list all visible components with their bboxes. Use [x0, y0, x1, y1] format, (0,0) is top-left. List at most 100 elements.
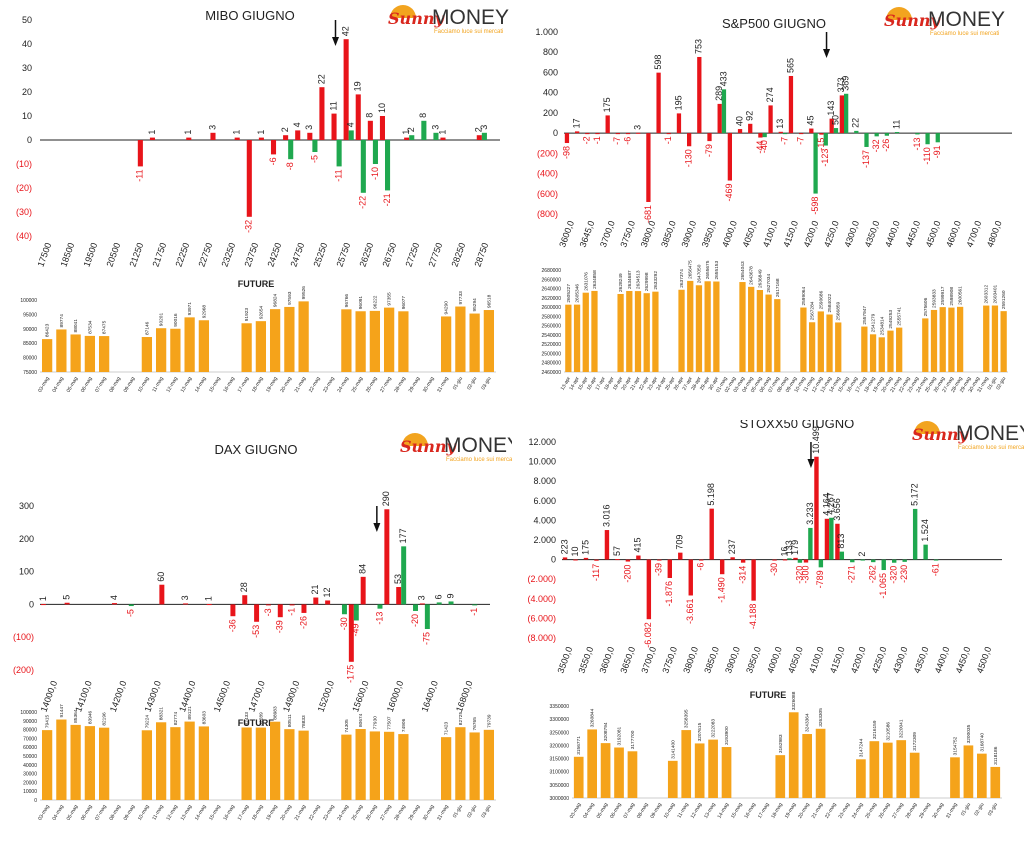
mibo-future-value: 93971	[187, 302, 193, 316]
mibo-data-label: 2	[406, 127, 416, 132]
stoxx-data-label: 133	[784, 540, 794, 555]
dax-y-tick: 0	[29, 599, 34, 609]
sp500-future-bar	[835, 322, 842, 372]
mibo-bar-call	[186, 137, 192, 140]
sp500-x-tick: 4450,0	[903, 219, 922, 248]
stoxx-bar-put	[912, 508, 918, 560]
mibo-bar-call	[355, 94, 361, 140]
stoxx-y-tick: (4.000)	[527, 594, 556, 604]
sp500-bar-call	[686, 133, 692, 147]
stoxx-x-tick: 4200,0	[849, 645, 868, 674]
sp500-data-label: -15	[816, 138, 826, 151]
dax-future-bar	[170, 727, 181, 800]
stoxx-future-value: 3258395	[684, 709, 690, 728]
sp500-future-bar	[956, 306, 964, 372]
mibo-data-label: 19	[353, 81, 363, 91]
stoxx-data-label: -4.188	[748, 604, 758, 630]
stoxx-x-tick: 4500,0	[975, 645, 994, 674]
mibo-future-title: FUTURE	[238, 279, 275, 289]
stoxx-data-label: 16	[779, 546, 789, 556]
sp500-future-value: 2636849	[757, 269, 763, 288]
stoxx-data-label: -6.082	[643, 622, 653, 648]
mibo-future-value: 87534	[87, 320, 93, 334]
stoxx-bar-call	[814, 456, 819, 560]
dax-future-date: 24-mag	[336, 804, 350, 822]
mibo-bar-put	[433, 132, 439, 140]
stoxx-future-value: 3162983	[778, 734, 784, 753]
sp500-future-value: 2534814	[879, 316, 885, 335]
stoxx-future-value: 3220041	[899, 719, 905, 738]
mibo-bar-call	[379, 116, 385, 140]
mibo-data-label: 1	[256, 130, 266, 135]
mibo-future-bar	[269, 309, 281, 372]
stoxx-y-tick: (2.000)	[527, 574, 556, 584]
sp500-data-label: -1	[663, 136, 673, 144]
mibo-future-date: 08-mag	[108, 376, 122, 394]
mibo-data-label: -22	[358, 196, 368, 209]
mibo-data-label: -10	[370, 167, 380, 180]
sp500-bar-call	[788, 75, 794, 134]
mibo-bar-call	[258, 137, 264, 140]
dax-data-label: 3	[417, 595, 427, 600]
stoxx-data-label: 4.267	[826, 492, 836, 515]
dax-bar-put	[353, 604, 359, 621]
stoxx-future-value: 3156771	[576, 736, 582, 755]
sp500-data-label: 565	[785, 58, 795, 73]
stoxx-bar-put	[871, 559, 876, 563]
sp500-future-bar	[756, 290, 764, 372]
dax-future-bar	[383, 731, 395, 800]
stoxx-bar-put	[808, 527, 813, 560]
mibo-data-label: -11	[135, 169, 145, 181]
dax-future-bar	[84, 726, 96, 800]
sp500-bar-put	[894, 131, 900, 134]
sp500-future-value: 2643678	[749, 266, 755, 285]
sp500-future-bar	[939, 307, 946, 372]
sp500-bar-put	[813, 133, 818, 194]
dax-x-tick: 14700,0	[246, 679, 267, 713]
sp500-x-tick: 4100,0	[761, 219, 780, 248]
stoxx-x-tick: 4450,0	[954, 645, 973, 674]
mibo-data-label: -32	[244, 220, 254, 233]
sp500-x-tick: 4000,0	[720, 219, 739, 248]
stoxx-future-date: 28-mag	[905, 802, 919, 820]
sp500-future-value: 2656475	[688, 260, 694, 279]
sp500-data-label: -79	[704, 144, 714, 157]
mibo-future-date: 05-mag	[66, 376, 80, 394]
dax-future-date: 30-mag	[422, 804, 436, 822]
mibo-future-date: 24-mag	[336, 376, 350, 394]
stoxx-bar-put	[860, 559, 865, 561]
sp500-future-value: 2634513	[636, 270, 642, 289]
stoxx-future-y-tick: 3350000	[550, 704, 570, 710]
mibo-y-tick: 20	[22, 87, 32, 97]
dax-future-date: 16-mag	[222, 804, 236, 822]
mibo-future-bar	[155, 328, 167, 372]
stoxx-x-tick: 4000,0	[765, 645, 784, 674]
sp500-bar-put	[935, 133, 940, 143]
mibo-data-label: 2	[474, 127, 484, 132]
dax-future-bar	[298, 730, 309, 800]
mibo-future-y-tick: 100000	[20, 298, 37, 304]
sp500-data-label: -13	[912, 137, 922, 150]
mibo-future-date: 06-mag	[80, 376, 94, 394]
mibo-data-label: 3	[207, 125, 217, 130]
stoxx-data-label: -314	[738, 566, 748, 584]
dax-x-tick: 14100,0	[73, 679, 94, 713]
dax-data-label: 1	[38, 596, 48, 601]
sp500-future-bar	[878, 337, 885, 372]
dax-data-label: -26	[298, 616, 308, 629]
stoxx-x-tick: 4300,0	[891, 645, 910, 674]
sp500-future-bar	[634, 291, 642, 372]
stoxx-arrow-icon	[807, 459, 815, 468]
stoxx-data-label: -200	[622, 565, 632, 583]
stoxx-future-y-tick: 3100000	[550, 770, 570, 776]
sp500-bar-call	[707, 133, 712, 142]
mibo-panel: MIBO GIUGNO Sunny MONEY Facciamo luce sui m…	[0, 0, 512, 420]
mibo-future-bar	[341, 309, 352, 372]
sp500-data-label: 45	[806, 116, 816, 126]
sp500-future-bar	[991, 305, 999, 372]
stoxx-future-bar	[667, 760, 678, 798]
dax-future-value: 89121	[187, 706, 193, 720]
